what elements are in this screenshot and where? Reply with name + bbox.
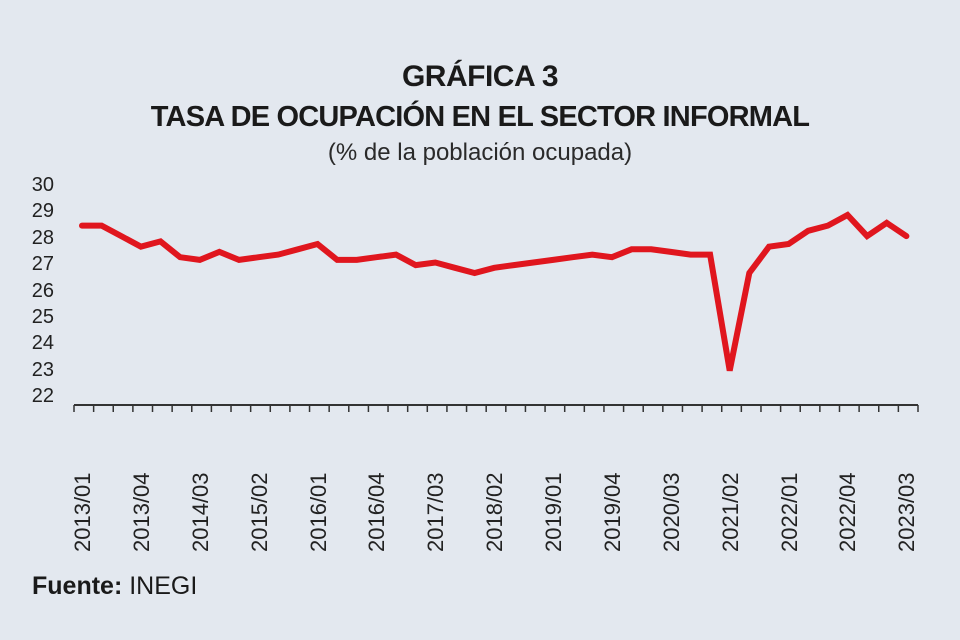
y-tick-label: 30 (31, 174, 54, 196)
chart-number-title: GRÁFICA 3 (401, 60, 559, 93)
y-tick-label: 26 (31, 279, 54, 302)
source-label: Fuente: (32, 572, 123, 600)
data-line (79, 211, 910, 372)
y-tick-label: 29 (31, 200, 54, 223)
chart-unit-note: (% de la población ocupada) (327, 139, 633, 166)
y-tick-label: 23 (31, 358, 54, 381)
y-tick-label: 27 (31, 253, 54, 276)
y-tick-label: 22 (31, 385, 54, 407)
y-tick-label: 25 (31, 305, 54, 328)
source-note: Fuente: INEGI (32, 572, 197, 601)
chart-title: TASA DE OCUPACIÓN EN EL SECTOR INFORMAL (150, 101, 810, 133)
y-tick-label: 24 (31, 332, 54, 355)
source-value: INEGI (129, 572, 198, 600)
y-tick-label: 28 (31, 226, 54, 249)
